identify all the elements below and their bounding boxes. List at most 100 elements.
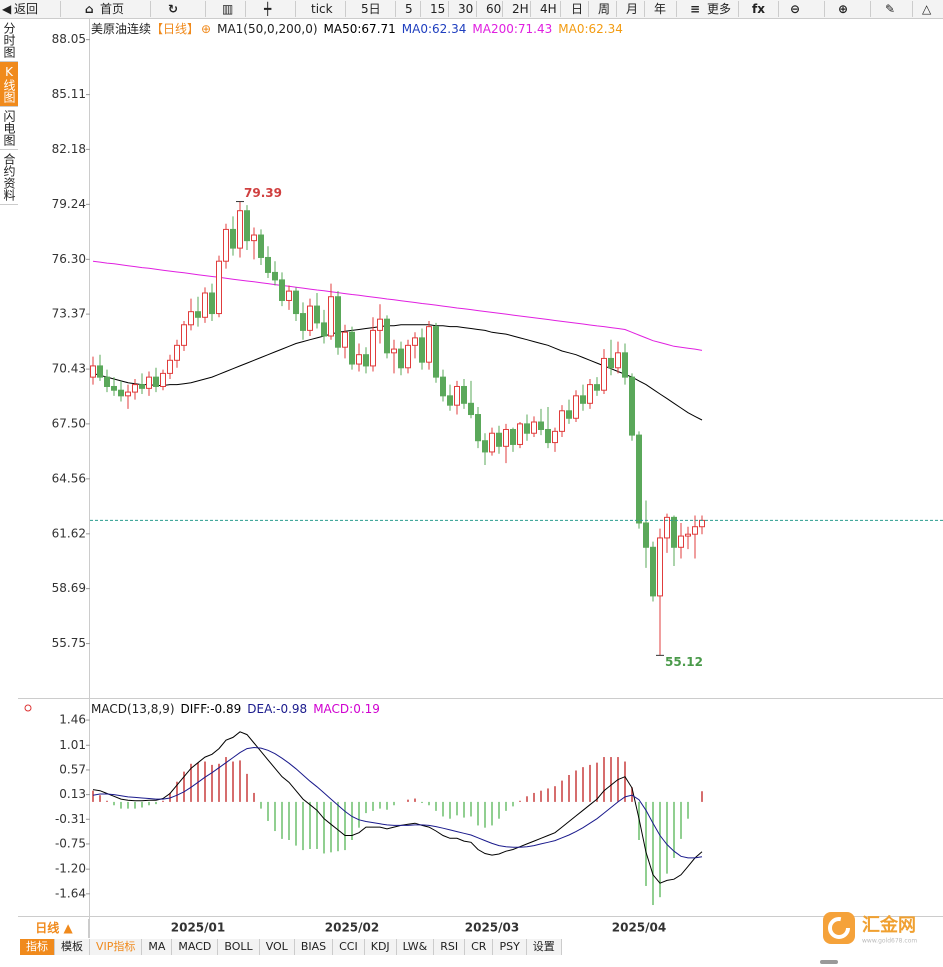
toolbar-icon[interactable]: ⊖	[790, 2, 801, 16]
toolbar-icon[interactable]: ✎	[885, 2, 896, 16]
candle-body	[580, 395, 586, 404]
candle-body	[363, 354, 369, 367]
side-tab[interactable]: 闪电图	[0, 107, 18, 150]
y-tick-label: 64.56	[52, 471, 86, 485]
toolbar-separator	[676, 1, 677, 17]
candle-body	[566, 410, 572, 419]
indicator-tab[interactable]: MACD	[172, 939, 219, 955]
candle-body	[447, 395, 453, 406]
toolbar-icon[interactable]: ▥	[222, 2, 234, 16]
logo-text: 汇金网	[862, 914, 916, 936]
indicator-tab[interactable]: BIAS	[294, 939, 334, 955]
chart-title: 美原油连续	[91, 22, 152, 36]
toolbar-icon[interactable]: ⊕	[838, 2, 849, 16]
side-tab[interactable]: 合约资料	[0, 150, 18, 205]
side-tab[interactable]: 分时图	[0, 19, 18, 62]
toolbar-separator	[778, 1, 779, 17]
x-tick-label: 2025/01	[171, 921, 225, 935]
candle-body	[594, 384, 600, 391]
toolbar-button[interactable]: 30	[458, 2, 474, 16]
candle-body	[664, 516, 670, 539]
candle-body	[524, 423, 530, 434]
toolbar-separator	[824, 1, 825, 17]
indicator-tab[interactable]: CCI	[333, 939, 365, 955]
toolbar-button[interactable]: 月	[626, 2, 639, 16]
toolbar-icon[interactable]: ◀	[2, 2, 12, 16]
toolbar-separator	[448, 1, 449, 17]
toolbar-separator	[616, 1, 617, 17]
candle-body	[398, 348, 404, 369]
indicator-tab[interactable]: VIP指标	[90, 939, 143, 955]
toolbar-button[interactable]: 5日	[361, 2, 381, 16]
toolbar-icon[interactable]: ↻	[168, 2, 179, 16]
candle-body	[90, 365, 96, 378]
period[interactable]: 【日线】	[151, 22, 200, 36]
logo-mark	[828, 917, 850, 939]
indicator-tab[interactable]: KDJ	[364, 939, 397, 955]
toolbar-icon[interactable]: △	[922, 2, 932, 16]
toolbar-separator	[205, 1, 206, 17]
candle-body	[657, 537, 663, 597]
toolbar-button[interactable]: 2H	[512, 2, 529, 16]
candle-body	[188, 311, 194, 326]
candle-body	[118, 389, 124, 397]
toolbar-button[interactable]: 返回	[14, 2, 39, 16]
indicator-tab[interactable]: 设置	[526, 939, 562, 955]
toolbar-icon[interactable]: ⌂	[85, 2, 94, 16]
indicator-tab[interactable]: MA	[142, 939, 173, 955]
toolbar-button[interactable]: 年	[654, 2, 667, 16]
candle-body	[258, 234, 264, 258]
indicator-tab[interactable]: CR	[465, 939, 494, 955]
candle-body	[629, 376, 635, 436]
candle-body	[321, 322, 327, 337]
candle-body	[391, 348, 397, 354]
candle-body	[426, 326, 432, 363]
toolbar-button[interactable]: 60	[486, 2, 502, 16]
side-tab[interactable]: K线图	[0, 62, 18, 107]
candle-body	[643, 522, 649, 548]
candle-body	[405, 344, 411, 369]
legend-entry: MA50:67.71	[323, 22, 396, 36]
toolbar-separator	[476, 1, 477, 17]
toolbar-icon[interactable]: ≡	[690, 2, 701, 16]
toolbar-button[interactable]: tick	[311, 2, 333, 16]
toolbar-button[interactable]: 4H	[540, 2, 557, 16]
candle-body	[125, 391, 131, 397]
toolbar-button[interactable]: 15	[430, 2, 446, 16]
candle-body	[678, 535, 684, 548]
side-tabs: 分时图 K线图 闪电图 合约资料	[0, 19, 18, 205]
toolbar-icon[interactable]: fx	[752, 2, 765, 16]
candle-body	[181, 324, 187, 346]
toolbar-separator	[395, 1, 396, 17]
candle-body	[370, 329, 376, 367]
candle-body	[314, 305, 320, 324]
y-tick-label: 58.69	[52, 581, 86, 595]
indicator-tab[interactable]: 指标	[20, 939, 55, 955]
candle-body	[531, 421, 537, 434]
indicator[interactable]: MA1(50,0,200,0)	[217, 22, 318, 36]
indicator-tab[interactable]: RSI	[434, 939, 466, 955]
indicator-tab[interactable]: PSY	[493, 939, 527, 955]
y-tick-label: -1.20	[55, 862, 86, 876]
toolbar-separator	[295, 1, 296, 17]
toolbar-button[interactable]: 首页	[100, 2, 125, 16]
add-icon[interactable]: ⊕	[201, 22, 212, 36]
toolbar-button[interactable]: 周	[598, 2, 611, 16]
indicator-tab[interactable]: VOL	[259, 939, 295, 955]
candle-body	[244, 210, 250, 242]
indicator-tab[interactable]: BOLL	[218, 939, 260, 955]
scroll-thumb[interactable]	[820, 960, 838, 964]
candle-body	[104, 376, 110, 387]
indicator-tab[interactable]: 模板	[55, 939, 90, 955]
x-tick-label: 2025/04	[612, 921, 666, 935]
indicator-tab[interactable]: LW&	[396, 939, 435, 955]
toolbar-button[interactable]: 5	[405, 2, 413, 16]
y-tick-label: 1.46	[59, 713, 86, 727]
candle-body	[237, 210, 243, 249]
period-button[interactable]: 日线 ▲	[20, 919, 89, 938]
toolbar-button[interactable]: 日	[571, 2, 584, 16]
x-tick-label: 2025/03	[465, 921, 519, 935]
toolbar-button[interactable]: 更多	[707, 2, 732, 16]
y-tick-label: 76.30	[52, 252, 86, 266]
toolbar-icon[interactable]: ┿	[264, 2, 272, 16]
